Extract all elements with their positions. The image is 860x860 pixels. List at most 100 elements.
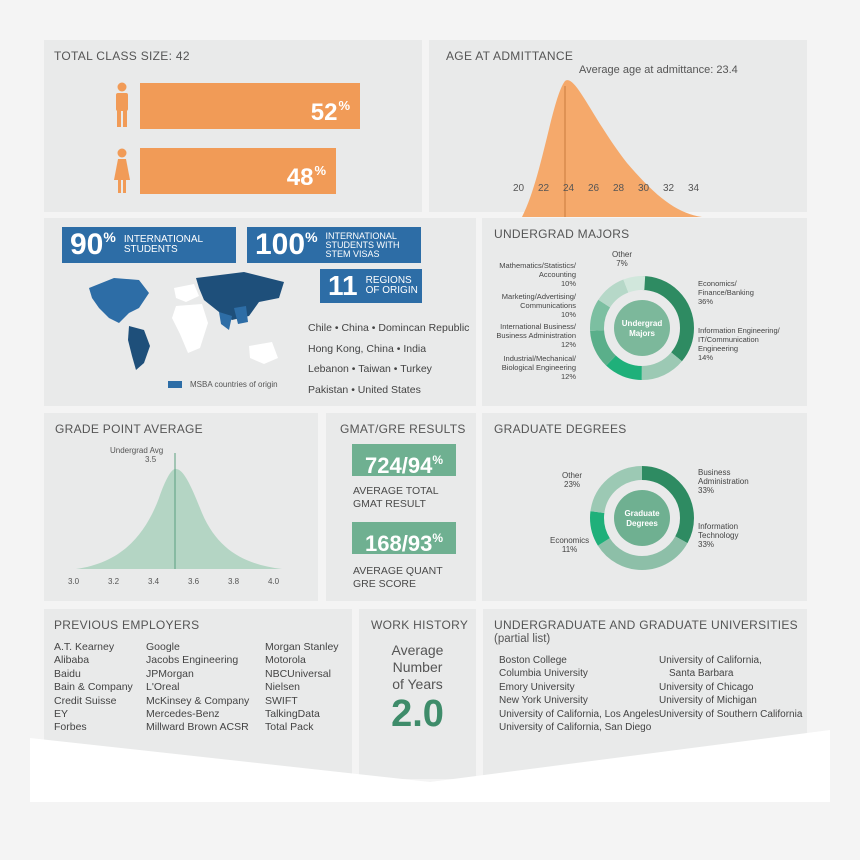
male-bar: 52% — [140, 83, 360, 129]
employer-item: A.T. Kearney — [54, 641, 115, 653]
majors-label-other: Other 7% — [612, 250, 632, 268]
employer-item: Credit Suisse — [54, 694, 117, 707]
map-legend: MSBA countries of origin — [168, 380, 278, 389]
university-item: University of Chicago — [659, 681, 754, 693]
stem-visa-box: 100% INTERNATIONAL STUDENTS WITH STEM VISA… — [247, 227, 421, 263]
employer-item: Mercedes-Benz — [146, 708, 220, 721]
degrees-center-label: Graduate — [624, 509, 660, 518]
international-label: INTERNATIONAL — [123, 234, 204, 245]
employer-item: Millward Brown ACSR — [146, 721, 249, 734]
majors-label-math: Mathematics/Statistics/Accounting 10% — [496, 261, 576, 288]
gre-score-unit: % — [432, 531, 443, 545]
gmat-score: 724/94 — [365, 453, 433, 478]
majors-label-line: Information Engineering/ — [698, 326, 780, 335]
degrees-label-line: Information — [698, 522, 739, 531]
gmat-label-line: GMAT RESULT — [353, 498, 426, 510]
majors-center-label: Majors — [629, 329, 655, 338]
regions-label: OF ORIGIN — [365, 285, 418, 296]
university-item: University of California, San Diego — [499, 722, 652, 734]
gre-label-line: AVERAGE QUANT — [353, 565, 443, 577]
majors-label-line: Accounting — [538, 270, 576, 279]
degrees-title: GRADUATE DEGREES — [494, 422, 627, 436]
male-percent: 52 — [310, 99, 338, 126]
majors-label-line: 10% — [560, 310, 576, 319]
gpa-avg-label: Undergrad Avg 3.5 — [110, 446, 163, 464]
degrees-label-line: Economics — [550, 536, 590, 545]
countries-line: Chile • China • Domincan Republic — [308, 322, 470, 334]
gpa-panel: GRADE POINT AVERAGE Undergrad Avg 3.5 3.… — [44, 413, 318, 601]
countries-line: Lebanon • Taiwan • Turkey — [308, 363, 432, 375]
employer-item: L'Oreal — [146, 681, 180, 694]
employers-panel: PREVIOUS EMPLOYERS A.T. Kearney Alibaba Ba… — [44, 609, 352, 779]
work-label-line: Number — [392, 659, 443, 675]
degrees-label-line: Administration — [698, 477, 749, 486]
stem-value: 100 — [255, 228, 306, 261]
majors-center-label: Undergrad — [622, 319, 663, 328]
gmat-title: GMAT/GRE RESULTS — [340, 422, 466, 436]
male-icon — [116, 82, 128, 127]
employer-item: TalkingData — [265, 708, 320, 721]
female-percent: 48 — [286, 164, 314, 191]
majors-donut-chart: Undergrad Majors — [590, 276, 694, 380]
stem-label: STUDENTS WITH — [325, 239, 400, 250]
employer-item: EY — [54, 708, 69, 721]
work-history-panel: WORK HISTORY Average Number of Years 2.0 — [359, 609, 476, 779]
employer-item: SWIFT — [265, 694, 298, 707]
degrees-panel: GRADUATE DEGREES Graduate Degrees Other 2… — [482, 413, 807, 601]
majors-label-line: Finance/Banking — [698, 288, 754, 297]
majors-label-line: 10% — [560, 279, 576, 288]
university-item: New York University — [499, 695, 588, 707]
employer-item: Total Pack — [265, 721, 314, 734]
gpa-tick: 4.0 — [268, 577, 280, 586]
gre-score-box: 168/93% — [352, 522, 456, 556]
majors-label-info-eng: Information Engineering/IT/Communication… — [698, 326, 780, 362]
gpa-tick: 3.4 — [148, 577, 160, 586]
majors-label-line: Marketing/Advertising/ — [501, 292, 576, 301]
universities-col2: University of California, Santa Barbara Un… — [659, 654, 802, 721]
map-legend-label: MSBA countries of origin — [190, 380, 278, 389]
degrees-label-line: 23% — [564, 480, 581, 489]
gmat-score-unit: % — [432, 453, 443, 467]
gmat-score-box: 724/94% — [352, 444, 456, 478]
university-item: Emory University — [499, 681, 575, 693]
age-panel: AGE AT ADMITTANCE Average age at admitta… — [429, 40, 807, 217]
degrees-donut-chart: Graduate Degrees — [590, 466, 694, 570]
international-unit: % — [103, 229, 116, 245]
universities-panel: UNDERGRADUATE AND GRADUATE UNIVERSITIES … — [483, 609, 807, 779]
majors-label-line: Biological Engineering — [501, 363, 576, 372]
gpa-tick: 3.8 — [228, 577, 240, 586]
age-tick: 32 — [663, 183, 675, 194]
gpa-avg-text: Undergrad Avg — [110, 446, 164, 455]
countries-line: Pakistan • United States — [308, 383, 421, 396]
regions-box: 11 REGIONS OF ORIGIN — [320, 269, 422, 303]
gre-label-line: GRE SCORE — [353, 578, 417, 590]
work-label-line: of Years — [392, 676, 443, 692]
age-tick: 24 — [563, 183, 575, 194]
university-item: University of Michigan — [659, 695, 757, 707]
university-item: Boston College — [499, 655, 567, 666]
university-item: Columbia University — [499, 668, 588, 680]
bottom-banner — [30, 730, 830, 802]
male-percent-sign: % — [338, 98, 350, 113]
majors-label-line: IT/Communication — [698, 335, 759, 344]
degrees-label-it: Information Technology 33% — [698, 522, 738, 549]
university-item: University of California, — [659, 655, 762, 666]
employer-item: Baidu — [54, 667, 81, 680]
university-item: University of California, Los Angeles — [499, 708, 660, 720]
degrees-label-line: Business — [698, 468, 731, 477]
gpa-tick: 3.0 — [68, 577, 80, 586]
degrees-label-line: Other — [562, 471, 583, 480]
majors-label-line: Economics/ — [698, 279, 737, 288]
majors-label-line: International Business/ — [500, 322, 576, 331]
class-size-title: TOTAL CLASS SIZE: 42 — [54, 49, 190, 63]
gmat-label-line: AVERAGE TOTAL — [353, 485, 439, 497]
age-tick: 22 — [538, 183, 550, 194]
international-label: STUDENTS — [123, 244, 178, 255]
degrees-label-economics: Economics 11% — [550, 536, 589, 554]
gpa-title: GRADE POINT AVERAGE — [55, 422, 203, 436]
university-item: Santa Barbara — [669, 668, 734, 680]
employer-item: Bain & Company — [54, 681, 133, 694]
stem-label: STEM VISAS — [325, 248, 380, 259]
employer-item: Forbes — [54, 721, 87, 734]
gpa-axis: 3.0 3.2 3.4 3.6 3.8 4.0 — [68, 577, 298, 589]
